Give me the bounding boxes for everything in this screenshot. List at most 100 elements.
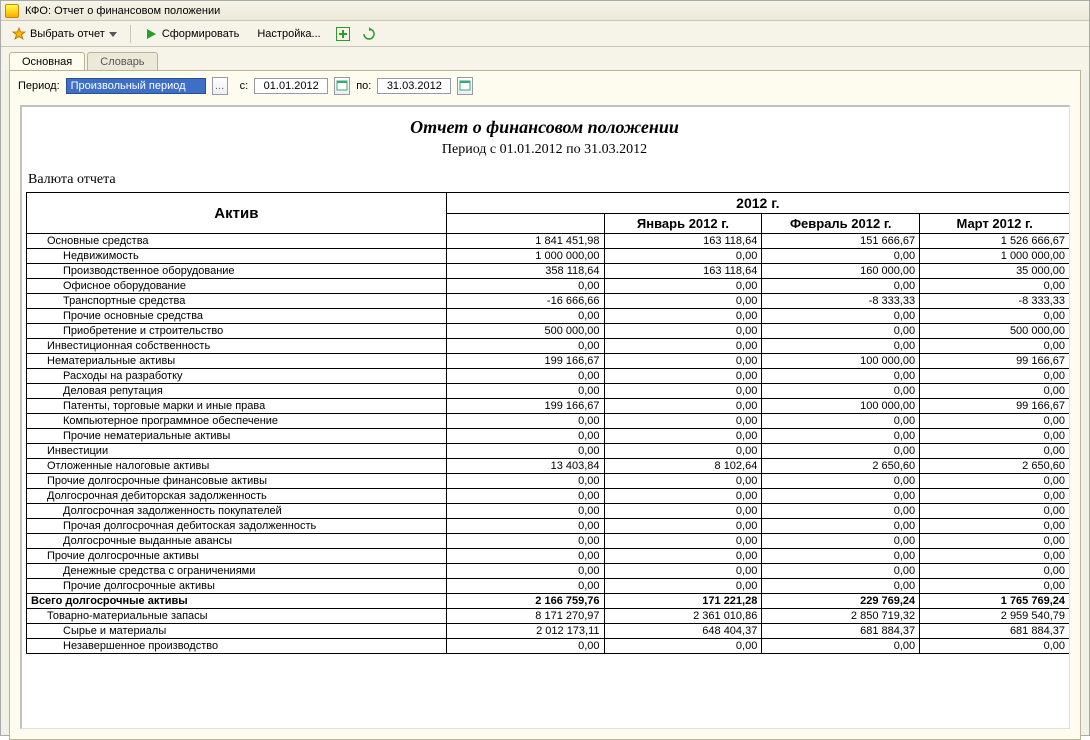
table-row[interactable]: Компьютерное программное обеспечение0,00… <box>27 414 1070 429</box>
period-label: Период: <box>18 80 60 92</box>
table-row[interactable]: Прочие нематериальные активы0,000,000,00… <box>27 429 1070 444</box>
row-value: 1 841 451,98 <box>446 234 604 249</box>
row-value: 13 403,84 <box>446 459 604 474</box>
row-name: Нематериальные активы <box>27 354 447 369</box>
row-value: 0,00 <box>762 414 920 429</box>
settings-button[interactable]: Настройка... <box>250 25 327 43</box>
row-name: Товарно-материальные запасы <box>27 609 447 624</box>
period-type-dropdown-button[interactable]: … <box>212 77 228 95</box>
row-name: Прочие долгосрочные активы <box>27 579 447 594</box>
report-currency-label: Валюта отчета <box>28 172 1063 188</box>
table-row[interactable]: Прочая долгосрочная дебитоская задолженн… <box>27 519 1070 534</box>
date-to-input[interactable] <box>377 78 451 94</box>
table-row[interactable]: Прочие долгосрочные финансовые активы0,0… <box>27 474 1070 489</box>
row-value: 0,00 <box>762 249 920 264</box>
row-value: 2 166 759,76 <box>446 594 604 609</box>
row-value: 8 102,64 <box>604 459 762 474</box>
row-value: 0,00 <box>446 444 604 459</box>
table-row[interactable]: Расходы на разработку0,000,000,000,00 <box>27 369 1070 384</box>
table-row[interactable]: Инвестиционная собственность0,000,000,00… <box>27 339 1070 354</box>
table-row[interactable]: Прочие основные средства0,000,000,000,00 <box>27 309 1070 324</box>
report-area[interactable]: Отчет о финансовом положении Период с 01… <box>20 105 1070 729</box>
row-value: 0,00 <box>604 294 762 309</box>
row-value: 0,00 <box>920 309 1070 324</box>
row-value: 100 000,00 <box>762 354 920 369</box>
row-value: 0,00 <box>604 519 762 534</box>
table-row[interactable]: Отложенные налоговые активы13 403,848 10… <box>27 459 1070 474</box>
row-value: 0,00 <box>446 534 604 549</box>
tab-dictionary[interactable]: Словарь <box>87 52 157 71</box>
row-value: 0,00 <box>446 549 604 564</box>
row-value: 0,00 <box>604 354 762 369</box>
date-from-cal-button[interactable] <box>334 77 350 95</box>
calendar-icon <box>336 79 348 94</box>
table-row[interactable]: Денежные средства с ограничениями 0,000,0… <box>27 564 1070 579</box>
row-value: 0,00 <box>604 339 762 354</box>
play-icon <box>144 27 158 41</box>
table-row[interactable]: Прочие долгосрочные активы0,000,000,000,… <box>27 549 1070 564</box>
date-from-input[interactable] <box>254 78 328 94</box>
row-value: 0,00 <box>920 639 1070 654</box>
row-value: 0,00 <box>762 339 920 354</box>
star-icon <box>12 27 26 41</box>
period-type-select[interactable] <box>66 78 206 94</box>
select-report-button[interactable]: Выбрать отчет <box>5 24 124 44</box>
row-name: Долгосрочная задолженность покупателей <box>27 504 447 519</box>
table-row[interactable]: Всего долгосрочные активы2 166 759,76171… <box>27 594 1070 609</box>
row-value: 0,00 <box>446 429 604 444</box>
row-value: 0,00 <box>762 444 920 459</box>
table-row[interactable]: Основные средства1 841 451,98163 118,641… <box>27 234 1070 249</box>
dropdown-icon <box>109 27 117 41</box>
row-value: 0,00 <box>446 639 604 654</box>
row-value: 0,00 <box>762 579 920 594</box>
row-value: 2 361 010,86 <box>604 609 762 624</box>
report-table: Актив 2012 г. Январь 2012 г. Февраль 201… <box>26 192 1070 654</box>
row-value: 0,00 <box>604 399 762 414</box>
row-value: 0,00 <box>920 579 1070 594</box>
row-value: 0,00 <box>604 489 762 504</box>
calendar-icon <box>459 79 471 94</box>
row-value: 99 166,67 <box>920 354 1070 369</box>
row-value: 199 166,67 <box>446 354 604 369</box>
tab-main[interactable]: Основная <box>9 52 85 71</box>
table-row[interactable]: Долгосрочная дебиторская задолженность0,… <box>27 489 1070 504</box>
table-row[interactable]: Транспортные средства-16 666,660,00-8 33… <box>27 294 1070 309</box>
table-row[interactable]: Производственное оборудование358 118,641… <box>27 264 1070 279</box>
row-name: Прочие основные средства <box>27 309 447 324</box>
row-value: 0,00 <box>762 489 920 504</box>
table-row[interactable]: Патенты, торговые марки и иные права199 … <box>27 399 1070 414</box>
row-name: Прочие нематериальные активы <box>27 429 447 444</box>
row-value: 0,00 <box>604 579 762 594</box>
refresh-button[interactable] <box>358 24 380 44</box>
table-row[interactable]: Нематериальные активы199 166,670,00100 0… <box>27 354 1070 369</box>
table-row[interactable]: Инвестиции0,000,000,000,00 <box>27 444 1070 459</box>
row-value: 0,00 <box>920 489 1070 504</box>
date-to-cal-button[interactable] <box>457 77 473 95</box>
row-value: 2 012 173,11 <box>446 624 604 639</box>
table-row[interactable]: Офисное оборудование0,000,000,000,00 <box>27 279 1070 294</box>
row-value: 0,00 <box>604 564 762 579</box>
settings-label: Настройка... <box>257 28 320 40</box>
table-row[interactable]: Незавершенное производство0,000,000,000,… <box>27 639 1070 654</box>
generate-button[interactable]: Сформировать <box>137 24 247 44</box>
row-value: 99 166,67 <box>920 399 1070 414</box>
add-button[interactable] <box>332 24 354 44</box>
table-row[interactable]: Долгосрочная задолженность покупателей0,… <box>27 504 1070 519</box>
table-row[interactable]: Недвижимость1 000 000,000,000,001 000 00… <box>27 249 1070 264</box>
table-row[interactable]: Деловая репутация0,000,000,000,00 <box>27 384 1070 399</box>
row-value: 0,00 <box>762 639 920 654</box>
app-window: КФО: Отчет о финансовом положении Выбрат… <box>0 0 1090 736</box>
row-value: 0,00 <box>446 339 604 354</box>
table-row[interactable]: Прочие долгосрочные активы0,000,000,000,… <box>27 579 1070 594</box>
table-row[interactable]: Долгосрочные выданные авансы0,000,000,00… <box>27 534 1070 549</box>
row-value: 0,00 <box>762 564 920 579</box>
to-label: по: <box>356 80 371 92</box>
table-row[interactable]: Приобретение и строительство500 000,000,… <box>27 324 1070 339</box>
table-row[interactable]: Сырье и материалы2 012 173,11648 404,376… <box>27 624 1070 639</box>
row-name: Денежные средства с ограничениями <box>27 564 447 579</box>
row-value: 0,00 <box>920 414 1070 429</box>
separator <box>130 25 131 43</box>
row-name: Прочие долгосрочные финансовые активы <box>27 474 447 489</box>
table-row[interactable]: Товарно-материальные запасы8 171 270,972… <box>27 609 1070 624</box>
row-name: Отложенные налоговые активы <box>27 459 447 474</box>
